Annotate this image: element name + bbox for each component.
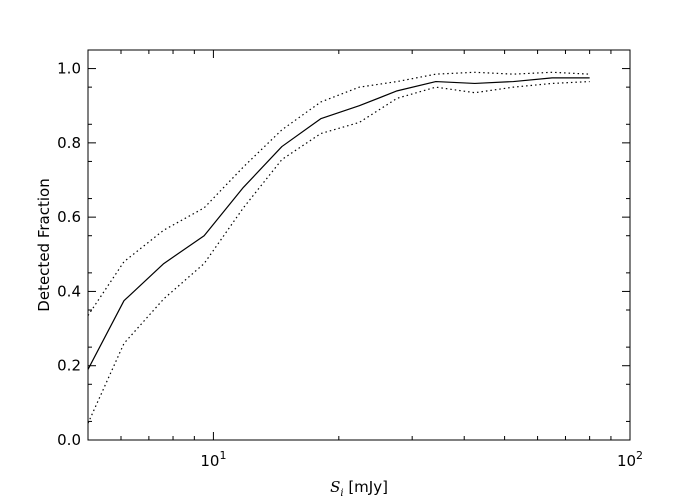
y-tick-label: 1.0 (57, 60, 81, 78)
upper-bound-dotted-line (87, 71, 590, 316)
x-tick-label-exponent: 2 (636, 449, 643, 462)
x-tick-label: 101 (200, 449, 226, 470)
x-tick-label-base: 10 (200, 452, 219, 470)
y-tick-label: 0.2 (57, 357, 81, 375)
ticks-group (88, 49, 631, 441)
y-axis-label: Detected Fraction (35, 178, 53, 311)
y-tick-label: 0.8 (57, 134, 81, 152)
x-tick-label-exponent: 1 (219, 449, 226, 462)
plot-frame (87, 49, 631, 441)
detected-fraction-line (87, 77, 590, 370)
x-axis-label: Si [mJy] (330, 478, 388, 499)
series-group (87, 71, 590, 424)
x-axis-label-unit: [mJy] (344, 478, 388, 496)
x-axis-label-subscript: i (340, 488, 343, 499)
y-tick-label: 0.0 (57, 431, 81, 449)
x-axis-label-symbol: S (330, 478, 340, 496)
plot-frame-group (87, 49, 631, 441)
x-tick-label-base: 10 (617, 452, 636, 470)
y-tick-label: 0.4 (57, 282, 81, 300)
y-tick-label: 0.6 (57, 208, 81, 226)
x-tick-label: 102 (617, 449, 643, 470)
